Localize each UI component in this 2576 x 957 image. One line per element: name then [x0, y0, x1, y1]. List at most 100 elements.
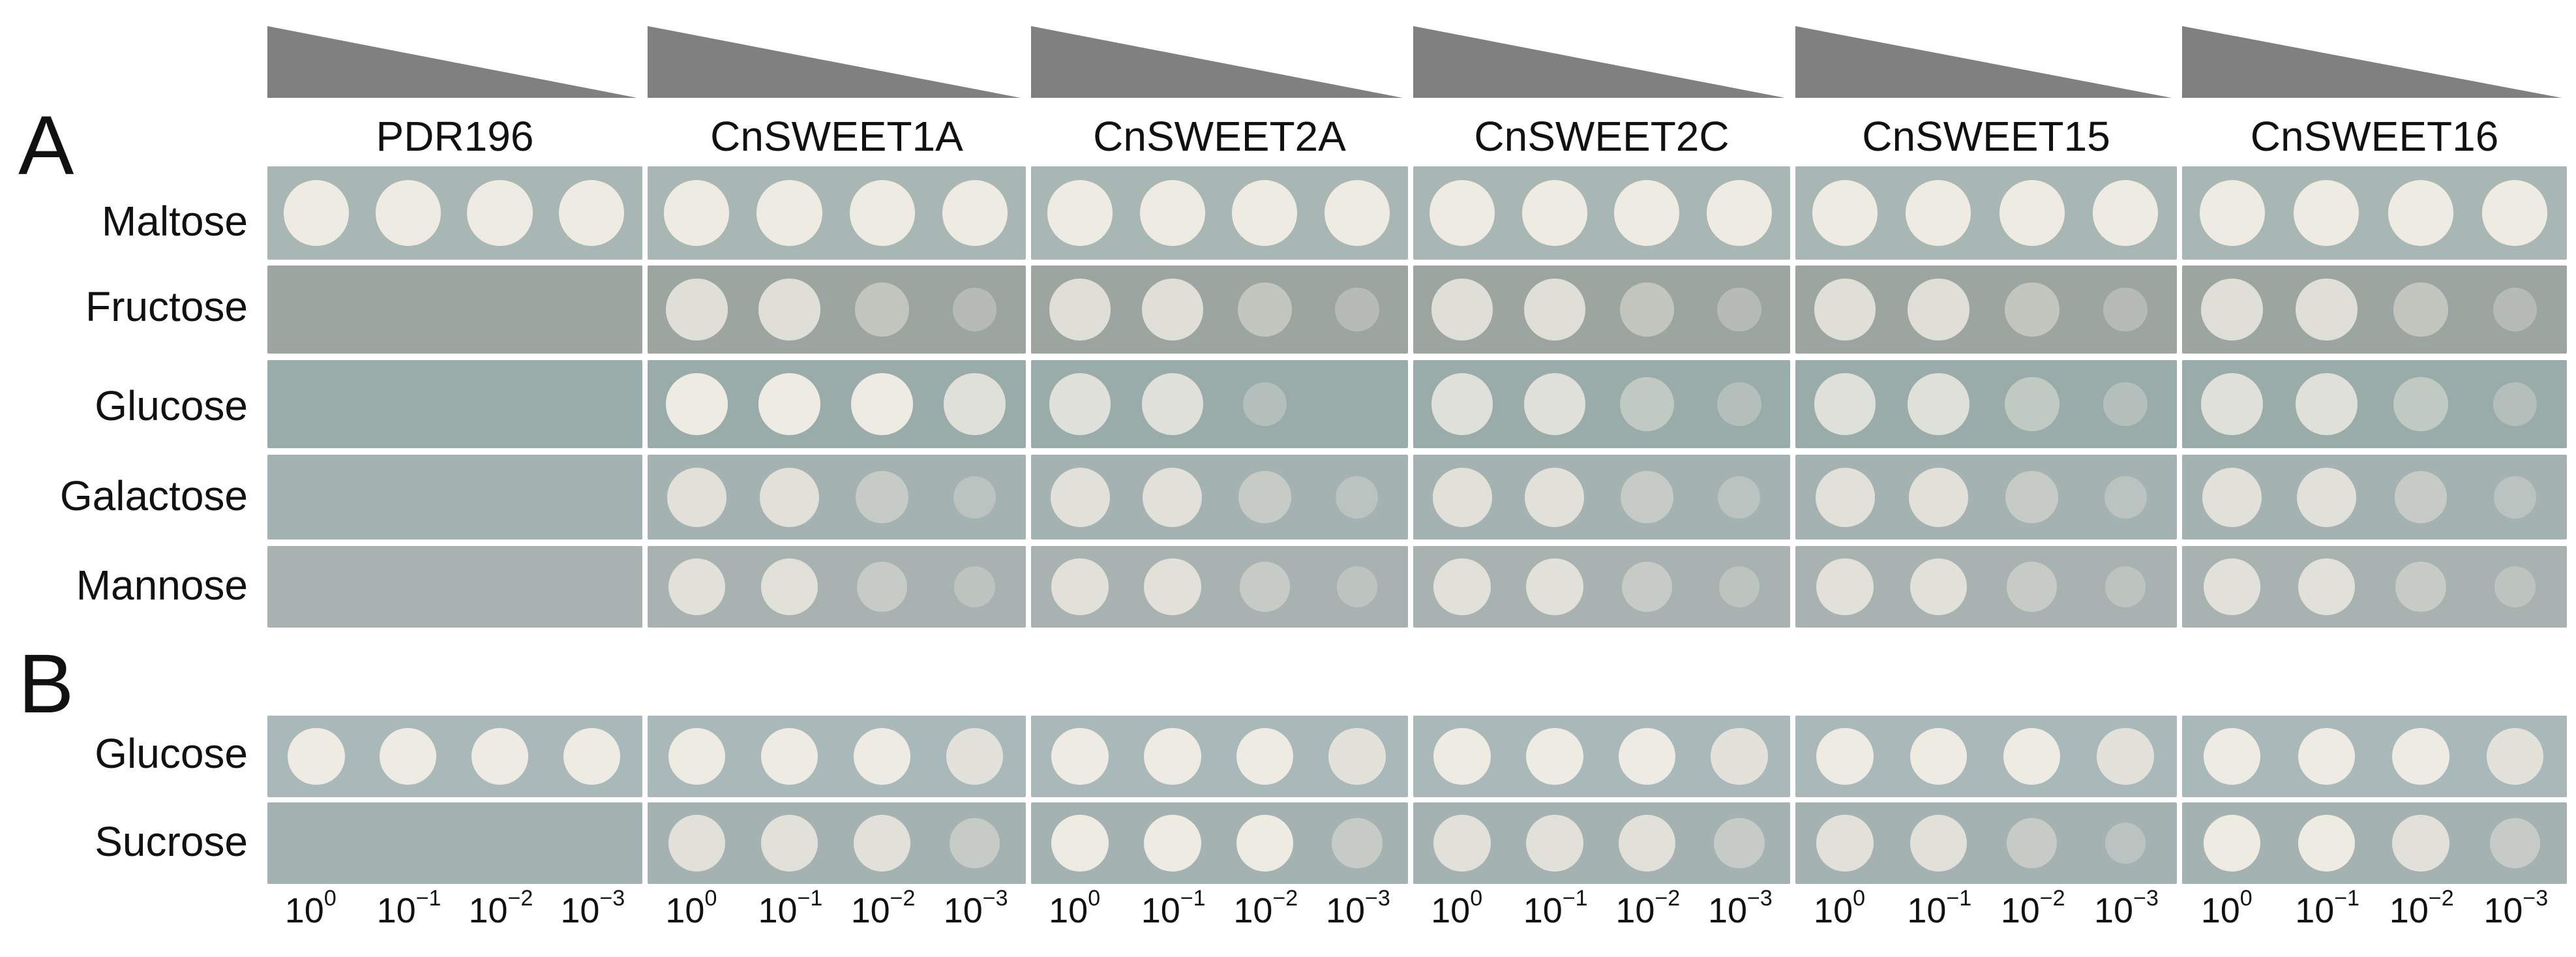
yeast-colony-spot [1908, 279, 1969, 341]
yeast-colony-spot [2097, 727, 2154, 785]
yeast-colony-spot [1525, 467, 1585, 527]
strain-label: CnSWEET15 [1862, 113, 2110, 160]
yeast-colony-spot [2004, 282, 2059, 337]
yeast-colony-spot [1614, 180, 1680, 246]
yeast-colony-spot [2493, 382, 2538, 427]
yeast-colony-spot [375, 180, 441, 246]
yeast-colony-spot [563, 727, 621, 785]
dilution-label: 10−2 [469, 886, 533, 931]
yeast-colony-spot [1237, 282, 1293, 337]
dilution-label: 10−1 [1907, 886, 1971, 931]
yeast-colony-spot [1324, 180, 1390, 246]
dilution-exponent: −3 [599, 886, 625, 911]
dilution-label: 100 [1431, 886, 1482, 931]
yeast-colony-spot [1433, 558, 1491, 616]
dilution-label: 10−2 [2389, 886, 2454, 931]
dilution-exponent: 0 [1853, 886, 1866, 911]
dilution-label: 100 [1814, 886, 1865, 931]
yeast-colony-spot [1051, 814, 1109, 872]
yeast-colony-spot [2296, 373, 2358, 435]
dilution-wedge [1413, 26, 1785, 98]
yeast-colony-spot [2486, 727, 2544, 785]
dilution-base: 10 [758, 891, 798, 930]
agar-plate-a [1795, 266, 2177, 354]
yeast-colony-spot [2202, 467, 2262, 527]
yeast-colony-spot [949, 817, 1000, 869]
yeast-colony-spot [849, 180, 915, 246]
agar-plate-a [267, 266, 642, 354]
yeast-colony-spot [1619, 376, 1675, 432]
agar-plate-a [2182, 546, 2567, 628]
dilution-label: 10−1 [1523, 886, 1588, 931]
yeast-colony-spot [1814, 373, 1876, 435]
yeast-colony-spot [1908, 467, 1968, 527]
yeast-colony-spot [2104, 476, 2147, 519]
dilution-wedge [1795, 26, 2172, 98]
yeast-colony-spot [2392, 727, 2449, 785]
yeast-colony-spot [1521, 180, 1587, 246]
yeast-colony-spot [760, 727, 818, 785]
row-label-b: Sucrose [95, 818, 248, 865]
dilution-base: 10 [2295, 891, 2335, 930]
dilution-base: 10 [1814, 891, 1853, 930]
yeast-colony-spot [1526, 814, 1583, 872]
dilution-base: 10 [1523, 891, 1563, 930]
yeast-colony-spot [1433, 814, 1491, 872]
agar-plate-a [1031, 546, 1408, 628]
yeast-colony-spot [758, 373, 820, 435]
yeast-colony-spot [1711, 727, 1768, 785]
agar-plate-a [648, 360, 1026, 448]
agar-plate-a [1413, 360, 1790, 448]
yeast-colony-spot [1431, 279, 1493, 341]
dilution-exponent: −2 [890, 886, 916, 911]
agar-plate-b [1031, 802, 1408, 884]
yeast-colony-spot [668, 727, 726, 785]
dilution-exponent: 0 [704, 886, 717, 911]
agar-plate-a [267, 455, 642, 539]
yeast-colony-spot [2493, 287, 2538, 332]
dilution-label: 10−1 [2295, 886, 2359, 931]
agar-plate-b [2182, 716, 2567, 797]
yeast-colony-spot [1141, 373, 1203, 435]
agar-plate-a [267, 360, 642, 448]
yeast-colony-spot [2493, 476, 2536, 519]
yeast-colony-spot [2298, 814, 2355, 872]
yeast-colony-spot [2203, 558, 2261, 616]
yeast-colony-spot [2392, 814, 2449, 872]
strain-label: CnSWEET16 [2250, 113, 2499, 160]
yeast-colony-spot [2199, 180, 2265, 246]
dilution-label: 10−2 [851, 886, 916, 931]
yeast-colony-spot [1049, 373, 1111, 435]
dilution-base: 10 [850, 891, 890, 930]
dilution-base: 10 [560, 891, 600, 930]
yeast-colony-spot [1232, 180, 1298, 246]
yeast-colony-spot [1144, 814, 1201, 872]
yeast-colony-spot [1236, 727, 1294, 785]
yeast-colony-spot [2296, 279, 2358, 341]
dilution-exponent: 0 [323, 886, 337, 911]
yeast-colony-spot [758, 279, 820, 341]
dilution-base: 10 [1141, 891, 1180, 930]
yeast-colony-spot [2482, 180, 2548, 246]
dilution-exponent: −2 [2039, 886, 2065, 911]
yeast-colony-spot [954, 566, 995, 607]
yeast-colony-spot [471, 727, 529, 785]
yeast-colony-spot [2104, 823, 2146, 864]
dilution-base: 10 [2000, 891, 2040, 930]
yeast-colony-spot [666, 467, 726, 527]
yeast-colony-spot [288, 727, 345, 785]
yeast-colony-spot [1621, 470, 1673, 524]
yeast-colony-spot [1335, 287, 1379, 332]
yeast-colony-spot [856, 561, 908, 613]
dilution-base: 10 [2389, 891, 2429, 930]
dilution-label: 10−3 [560, 886, 625, 931]
yeast-colony-spot [1431, 373, 1493, 435]
yeast-colony-spot [1999, 180, 2065, 246]
agar-plate-a [648, 546, 1026, 628]
yeast-colony-spot [1430, 180, 1495, 246]
dilution-exponent: 0 [1088, 886, 1101, 911]
yeast-colony-spot [2003, 727, 2061, 785]
yeast-colony-spot [668, 814, 726, 872]
dilution-label: 10−2 [2001, 886, 2065, 931]
agar-plate-b [1795, 802, 2177, 884]
